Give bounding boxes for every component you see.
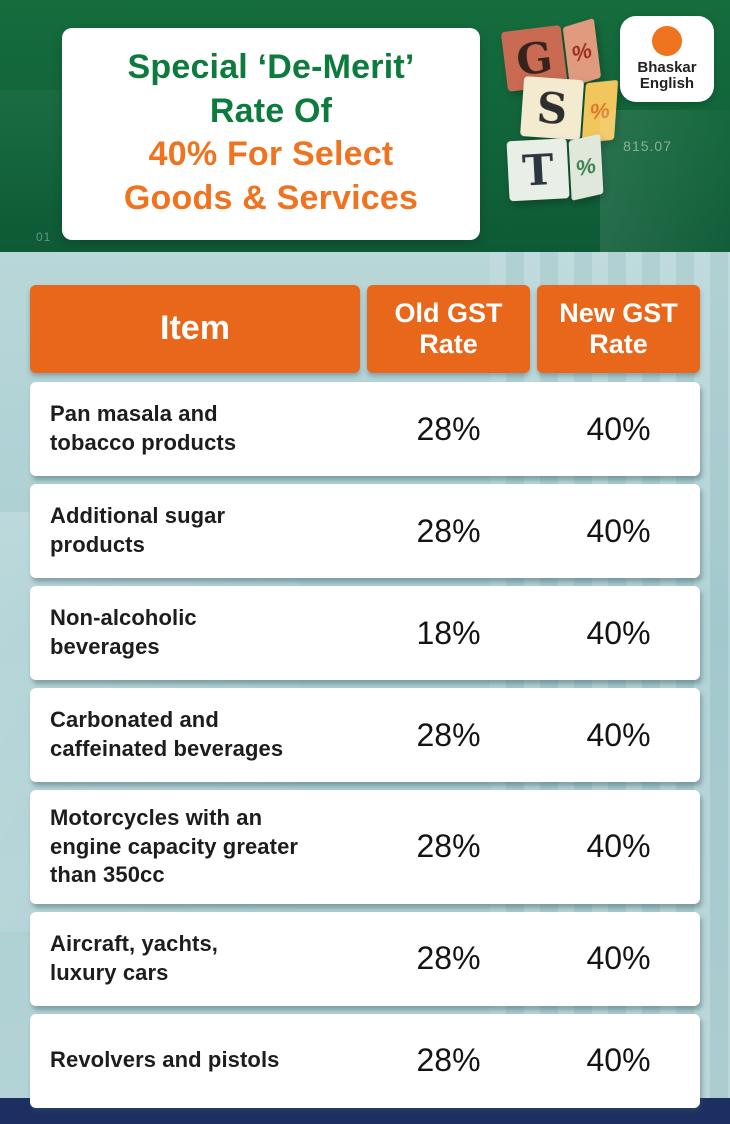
percent-icon: %	[581, 79, 619, 144]
new-rate-cell: 40%	[586, 614, 651, 651]
old-rate-cell: 28%	[416, 716, 481, 753]
column-header-old-rate: Old GST Rate	[367, 285, 530, 373]
old-rate-cell: 28%	[416, 512, 481, 549]
background-ticker-number: 01	[36, 230, 52, 244]
table-section: Item Old GST Rate New GST Rate Pan masal…	[0, 252, 730, 1108]
cube-letter: S	[520, 76, 585, 141]
new-rate-cell: 40%	[586, 1042, 651, 1079]
new-rate-cell: 40%	[586, 716, 651, 753]
old-rate-cell: 28%	[416, 410, 481, 447]
item-cell: Motorcycles with an engine capacity grea…	[50, 805, 299, 888]
item-cell: Pan masala and tobacco products	[50, 401, 237, 455]
old-rate-cell: 28%	[416, 940, 481, 977]
gst-cube-t: T %	[506, 133, 638, 202]
new-rate-cell: 40%	[586, 828, 651, 865]
title-line-3: 40% For Select	[148, 135, 394, 174]
table-row: Pan masala and tobacco products 28% 40%	[30, 382, 700, 476]
title-line-2: Rate Of	[209, 91, 333, 130]
logo-text: Bhaskar English	[637, 58, 697, 93]
old-rate-cell: 28%	[416, 828, 481, 865]
cube-letter: T	[506, 138, 570, 202]
bhaskar-english-logo: Bhaskar English	[620, 16, 714, 102]
logo-sun-icon	[652, 25, 682, 56]
gst-rate-table: Item Old GST Rate New GST Rate Pan masal…	[30, 285, 700, 1108]
percent-icon: %	[568, 133, 604, 201]
item-cell: Aircraft, yachts, luxury cars	[50, 931, 218, 985]
column-header-new-rate: New GST Rate	[537, 285, 700, 373]
column-header-item: Item	[30, 285, 360, 373]
logo-line-1: Bhaskar	[637, 58, 697, 76]
item-cell: Additional sugar products	[50, 503, 226, 557]
table-row: Aircraft, yachts, luxury cars 28% 40%	[30, 911, 700, 1006]
title-card: Special ‘De-Merit’ Rate Of 40% For Selec…	[62, 28, 480, 241]
table-body: Pan masala and tobacco products 28% 40% …	[30, 382, 700, 1108]
table-row: Carbonated and caffeinated beverages 28%…	[30, 688, 700, 782]
table-row: Motorcycles with an engine capacity grea…	[30, 790, 700, 904]
gst-cubes-illustration: G % S % T %	[496, 18, 638, 239]
old-rate-cell: 28%	[416, 1042, 481, 1079]
item-cell: Revolvers and pistols	[50, 1047, 280, 1073]
table-row: Non-alcoholic beverages 18% 40%	[30, 586, 700, 680]
old-rate-cell: 18%	[416, 614, 481, 651]
background-ticker-number: 815.07	[623, 138, 672, 154]
new-rate-cell: 40%	[586, 512, 651, 549]
title-line-4: Goods & Services	[123, 178, 419, 217]
logo-line-2: English	[639, 75, 695, 92]
new-rate-cell: 40%	[586, 410, 651, 447]
table-header-row: Item Old GST Rate New GST Rate	[30, 285, 700, 373]
table-row: Additional sugar products 28% 40%	[30, 484, 700, 578]
percent-icon: %	[562, 18, 602, 88]
table-row: Revolvers and pistols 28% 40%	[30, 1013, 700, 1108]
item-cell: Carbonated and caffeinated beverages	[50, 707, 284, 761]
item-cell: Non-alcoholic beverages	[50, 605, 197, 659]
title-line-1: Special ‘De-Merit’	[127, 48, 415, 86]
new-rate-cell: 40%	[586, 940, 651, 977]
header-banner: 815.07 01 Special ‘De-Merit’ Rate Of 40%…	[0, 0, 730, 252]
